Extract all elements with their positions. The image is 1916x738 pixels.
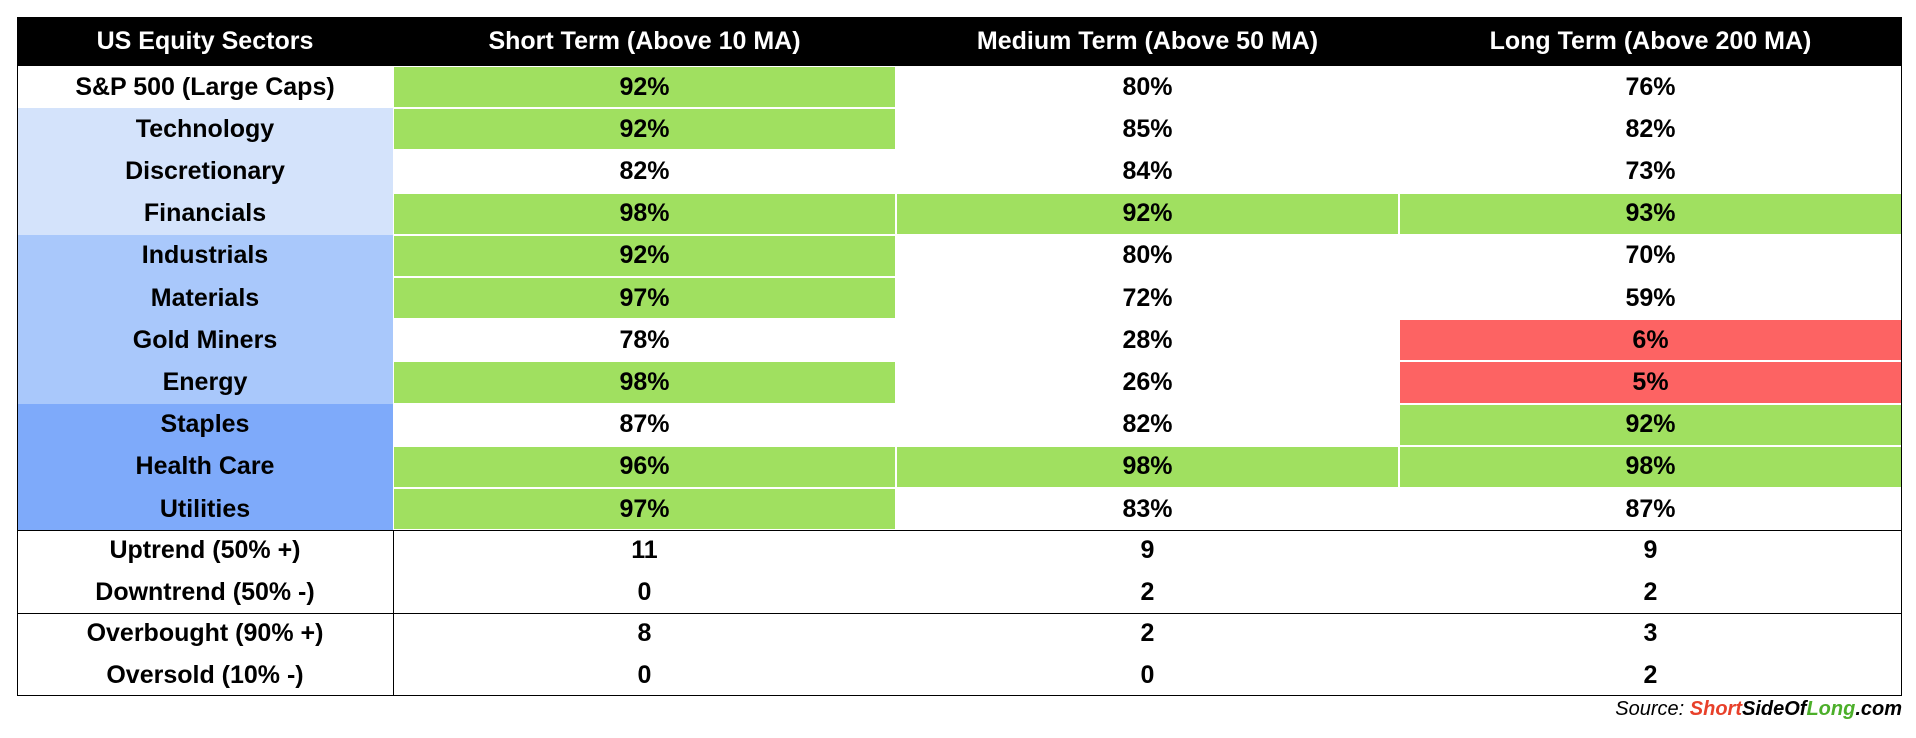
sector-label: Health Care <box>17 445 393 488</box>
border <box>17 17 18 697</box>
sector-label: Technology <box>17 108 393 151</box>
sector-value: 78% <box>393 319 896 362</box>
sector-value: 92% <box>1399 403 1902 446</box>
sector-label: Discretionary <box>17 150 393 193</box>
sector-value: 98% <box>1399 445 1902 488</box>
source-brand: ShortSideOfLong.com <box>1690 698 1902 720</box>
sector-value: 97% <box>393 488 896 531</box>
sector-label: Financials <box>17 192 393 235</box>
summary-value: 0 <box>637 577 652 606</box>
sector-label: Energy <box>17 361 393 404</box>
sector-value: 96% <box>393 445 896 488</box>
sector-label: Gold Miners <box>17 319 393 362</box>
header-cell: Long Term (Above 200 MA) <box>1399 17 1902 66</box>
sector-value: 87% <box>393 403 896 446</box>
summary-value: 0 <box>637 660 652 689</box>
sector-value: 98% <box>393 192 896 235</box>
sector-value: 72% <box>896 277 1399 320</box>
sector-value: 76% <box>1399 66 1902 109</box>
sector-value: 92% <box>896 192 1399 235</box>
sector-value: 6% <box>1399 319 1902 362</box>
sector-value: 70% <box>1399 234 1902 277</box>
sector-value: 59% <box>1399 277 1902 320</box>
header-cell: US Equity Sectors <box>17 17 393 66</box>
separator <box>393 530 394 697</box>
summary-value: 2 <box>1643 660 1658 689</box>
summary-value: 2 <box>1140 577 1155 606</box>
source-brand-part: Short <box>1689 698 1742 721</box>
summary-label: Downtrend (50% -) <box>95 577 315 606</box>
sector-value: 80% <box>896 234 1399 277</box>
header-cell: Short Term (Above 10 MA) <box>393 17 896 66</box>
summary-value: 0 <box>1140 660 1155 689</box>
summary-label: Overbought (90% +) <box>86 619 324 648</box>
sector-value: 84% <box>896 150 1399 193</box>
header-cell: Medium Term (Above 50 MA) <box>896 17 1399 66</box>
sector-value: 82% <box>896 403 1399 446</box>
summary-value: 2 <box>1643 577 1658 606</box>
sector-value: 85% <box>896 108 1399 151</box>
summary-value: 3 <box>1643 619 1658 648</box>
sector-label: S&P 500 (Large Caps) <box>17 66 393 109</box>
sector-value: 87% <box>1399 488 1902 531</box>
source-brand-part: Long <box>1806 698 1856 721</box>
summary-value: 11 <box>631 536 658 565</box>
source: Source: ShortSideOfLong.com <box>1615 698 1902 721</box>
source-brand-part: SideOf <box>1741 698 1807 721</box>
sector-value: 82% <box>393 150 896 193</box>
sector-label: Staples <box>17 403 393 446</box>
summary-value: 8 <box>637 619 652 648</box>
sector-value: 97% <box>393 277 896 320</box>
sector-value: 92% <box>393 66 896 109</box>
source-label: Source: <box>1615 698 1685 721</box>
sector-value: 92% <box>393 234 896 277</box>
sector-value: 26% <box>896 361 1399 404</box>
sector-value: 28% <box>896 319 1399 362</box>
border <box>1901 17 1902 697</box>
source-brand-part: .com <box>1855 698 1902 721</box>
sector-value: 93% <box>1399 192 1902 235</box>
separator <box>17 530 1902 532</box>
sector-value: 98% <box>393 361 896 404</box>
sector-value: 5% <box>1399 361 1902 404</box>
summary-value: 2 <box>1140 619 1155 648</box>
sector-label: Utilities <box>17 488 393 531</box>
sector-label: Industrials <box>17 234 393 277</box>
summary-label: Oversold (10% -) <box>106 660 304 689</box>
summary-value: 9 <box>1643 536 1658 565</box>
sector-value: 80% <box>896 66 1399 109</box>
sector-value: 73% <box>1399 150 1902 193</box>
summary-label: Uptrend (50% +) <box>109 536 301 565</box>
border <box>17 695 1902 697</box>
sector-value: 92% <box>393 108 896 151</box>
separator <box>17 613 1902 615</box>
summary-value: 9 <box>1140 536 1155 565</box>
sector-value: 82% <box>1399 108 1902 151</box>
sector-value: 98% <box>896 445 1399 488</box>
sector-value: 83% <box>896 488 1399 531</box>
sector-label: Materials <box>17 277 393 320</box>
